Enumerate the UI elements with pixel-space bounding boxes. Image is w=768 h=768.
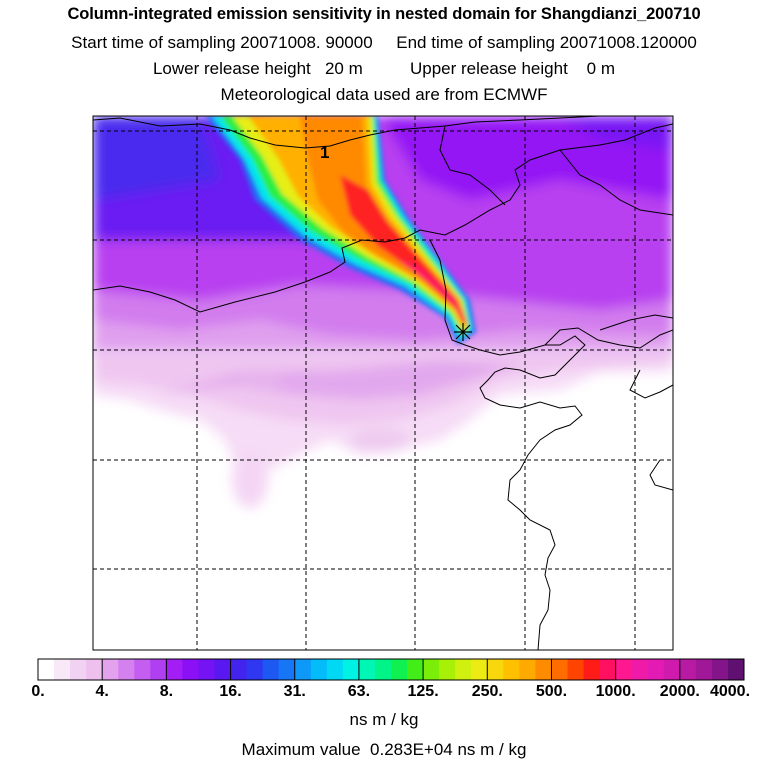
colorbar-units: ns m / kg: [349, 710, 419, 729]
colorbar-swatch: [711, 659, 729, 680]
colorbar-swatch: [535, 659, 552, 680]
colorbar-swatch: [262, 659, 280, 680]
colorbar-swatch: [615, 659, 633, 680]
colorbar-swatch: [198, 659, 215, 680]
colorbar-tick-label: 125.: [407, 683, 439, 700]
colorbar-swatch: [326, 659, 344, 680]
colorbar-swatch: [551, 659, 568, 680]
emission-plume: [205, 116, 476, 345]
colorbar-swatch: [695, 659, 713, 680]
colorbar-swatch: [342, 659, 360, 680]
colorbar-swatch: [118, 659, 135, 680]
colorbar-swatch: [278, 659, 296, 680]
lat-lon-grid: [93, 116, 673, 650]
colorbar-swatch: [439, 659, 456, 680]
colorbar-tick-label: 63.: [347, 683, 371, 700]
colorbar-swatch: [599, 659, 617, 680]
colorbar-swatch: [487, 659, 504, 680]
colorbar-swatch: [134, 659, 151, 680]
colorbar-swatch: [246, 659, 264, 680]
colorbar-swatch: [631, 659, 649, 680]
colorbar-frame: [37, 658, 745, 681]
colorbar-swatch: [727, 659, 745, 680]
colorbar-tick-label: 1000.: [595, 683, 636, 700]
colorbar-swatch: [391, 659, 408, 680]
colorbar-swatch: [374, 659, 392, 680]
colorbar-swatch: [423, 659, 440, 680]
colorbar-tick-label: 4000.: [709, 683, 751, 700]
release-height-line: Lower release height 20 m Upper release …: [152, 59, 616, 78]
contour-label: 1: [320, 143, 329, 162]
colorbar-tick-label: 250.: [471, 683, 503, 700]
colorbar-swatch: [455, 659, 472, 680]
colorbar-swatch: [102, 659, 119, 680]
colorbar-tick-label: 4.: [95, 683, 109, 700]
colorbar-swatch: [647, 659, 665, 680]
low-sensitivity-field: [93, 350, 673, 508]
colorbar-swatch: [86, 659, 103, 680]
colorbar-swatch: [503, 659, 520, 680]
colorbar-swatch: [38, 659, 55, 680]
colorbar-tick-label: 2000.: [659, 683, 700, 700]
colorbar: [37, 658, 745, 681]
colorbar-tick-label: 16.: [219, 683, 242, 700]
colorbar-swatch: [663, 659, 681, 680]
colorbar-swatch: [230, 659, 247, 680]
colorbar-swatch: [519, 659, 536, 680]
colorbar-swatch: [567, 659, 584, 680]
colorbar-tick-label: 500.: [535, 683, 568, 700]
colorbar-swatch: [407, 659, 424, 680]
map-frame: [92, 115, 674, 651]
colorbar-swatch: [166, 659, 183, 680]
colorbar-swatch: [214, 659, 231, 680]
colorbar-swatch: [583, 659, 600, 680]
colorbar-swatch: [679, 659, 697, 680]
colorbar-swatch: [182, 659, 199, 680]
meteo-data-line: Meteorological data used are from ECMWF: [220, 85, 548, 104]
colorbar-swatch: [294, 659, 312, 680]
sampling-time-line: Start time of sampling 20071008. 90000 E…: [71, 33, 697, 52]
colorbar-swatch: [70, 659, 87, 680]
map-field: [93, 116, 673, 650]
map-title: Column-integrated emission sensitivity i…: [67, 5, 701, 23]
colorbar-tick-label: 0.: [31, 683, 45, 700]
colorbar-tick-label: 31.: [283, 683, 306, 700]
colorbar-swatch: [54, 659, 71, 680]
colorbar-swatch: [358, 659, 376, 680]
colorbar-swatch: [310, 659, 328, 680]
receptor-cross: [454, 323, 472, 341]
colorbar-tick-label: 8.: [159, 683, 174, 700]
maximum-value: Maximum value 0.283E+04 ns m / kg: [241, 740, 527, 759]
colorbar-swatch: [471, 659, 488, 680]
colorbar-swatch: [150, 659, 167, 680]
